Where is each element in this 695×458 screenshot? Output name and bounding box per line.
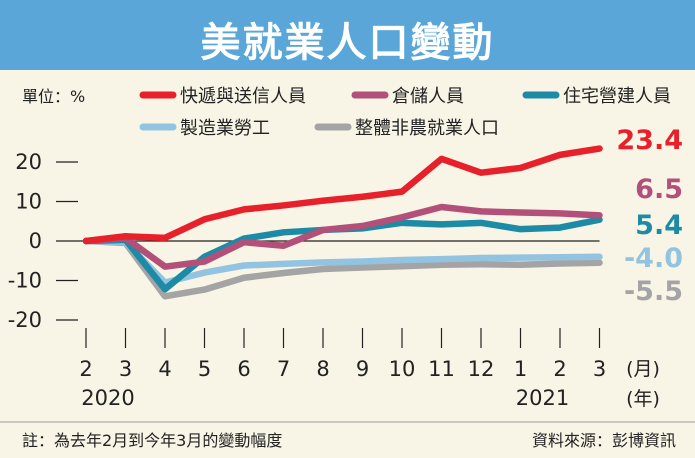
- x-tick-label: 3: [119, 357, 132, 381]
- end-value-label: -4.0: [624, 243, 683, 274]
- series-line: [82, 203, 603, 270]
- series-line: [82, 237, 603, 300]
- year-label: 2021: [516, 386, 569, 410]
- year-label: 2020: [81, 386, 134, 410]
- series-line: [82, 145, 603, 245]
- x-tick-label: 5: [198, 357, 211, 381]
- source-label: 資料來源：彭博資訊: [532, 431, 676, 450]
- year-axis-label: (年): [626, 388, 660, 410]
- series-lines: [82, 145, 603, 300]
- end-value-label: 5.4: [635, 210, 683, 241]
- legend-label: 製造業勞工: [180, 118, 270, 139]
- month-axis-label: (月): [626, 358, 660, 380]
- x-tick-label: 12: [468, 357, 495, 381]
- title-bar: [0, 0, 695, 70]
- y-tick-label: 10: [15, 190, 42, 214]
- x-tick-label: 1: [514, 357, 527, 381]
- end-value-label: 23.4: [616, 125, 683, 156]
- legend-label: 整體非農就業人口: [355, 118, 499, 139]
- x-tick-label: 8: [316, 357, 329, 381]
- x-tick-label: 6: [237, 357, 250, 381]
- y-tick-label: 0: [29, 229, 42, 253]
- y-tick-label: 20: [15, 150, 42, 174]
- legend-label: 住宅營建人員: [563, 86, 671, 107]
- unit-label: 單位：%: [22, 87, 85, 106]
- x-tick-label: 11: [428, 357, 455, 381]
- x-tick-label: 3: [593, 357, 606, 381]
- x-tick-label: 4: [158, 357, 171, 381]
- legend-label: 倉儲人員: [392, 86, 464, 107]
- chart-title: 美就業人口變動: [200, 20, 495, 66]
- x-tick-label: 7: [277, 357, 290, 381]
- x-tick-label: 2: [553, 357, 566, 381]
- end-labels: 23.4 6.5 5.4-4.0-5.5: [616, 125, 683, 307]
- x-tick-label: 2: [79, 357, 92, 381]
- y-tick-label: -10: [8, 269, 42, 293]
- x-tick-label: 10: [389, 357, 416, 381]
- y-tick-label: -20: [8, 308, 42, 332]
- legend-label: 快遞與送信人員: [180, 86, 306, 107]
- end-value-label: -5.5: [624, 276, 683, 307]
- footnote: 註：為去年2月到今年3月的變動幅度: [22, 431, 282, 450]
- end-value-label: 6.5: [635, 174, 683, 205]
- x-tick-label: 9: [356, 357, 369, 381]
